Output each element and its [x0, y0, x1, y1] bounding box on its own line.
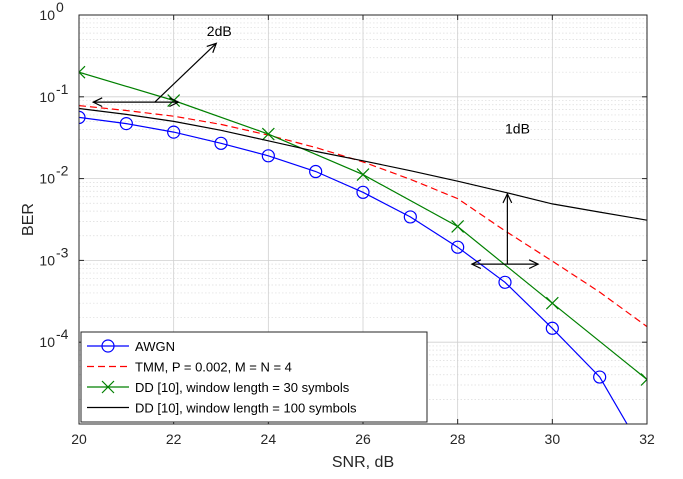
x-tick-label: 30: [545, 431, 561, 447]
x-axis-title: SNR, dB: [332, 454, 394, 471]
series-1-marker: [451, 240, 465, 254]
series-1-marker: [356, 185, 370, 199]
annotation-layer: 2dB 1dB: [91, 23, 540, 270]
y-tick-label: 10: [39, 252, 55, 268]
x-tick-label: 24: [261, 431, 277, 447]
series-1-marker: [545, 321, 559, 335]
series-1-marker: [214, 136, 228, 150]
arrow-head: [502, 192, 513, 204]
legend-label: TMM, P = 0.002, M = N = 4: [135, 360, 292, 375]
legend-label: DD [10], window length = 30 symbols: [135, 380, 350, 395]
arrow-head: [470, 259, 482, 270]
arrow-head: [91, 97, 103, 108]
y-tick-exponent: -4: [56, 326, 69, 342]
y-tick-exponent: -2: [56, 163, 69, 179]
series-line-2: [79, 105, 647, 328]
legend-marker: [101, 339, 115, 353]
series-1-marker: [498, 275, 512, 289]
y-tick-label: 10: [39, 334, 55, 350]
legend-label: AWGN: [135, 339, 175, 354]
series-1-marker: [309, 164, 323, 179]
legend-box: [80, 331, 428, 423]
x-tick-label: 28: [450, 431, 466, 447]
series-3-marker: [356, 168, 370, 181]
arrow-head: [169, 97, 180, 108]
y-tick-exponent: -1: [56, 81, 69, 97]
series-1-marker: [79, 110, 86, 124]
series-1-marker: [403, 210, 417, 224]
x-tick-label: 22: [166, 431, 182, 447]
annotation-arrow: [154, 42, 217, 103]
series-3-marker: [451, 220, 465, 233]
annotation-1dB: 1dB: [470, 121, 540, 270]
annotation-2dB: 2dB: [91, 23, 232, 108]
series-3-marker: [545, 296, 559, 310]
series-1-marker: [119, 117, 133, 131]
legend: AWGN TMM, P = 0.002, M = N = 4 DD [10], wi…: [80, 331, 428, 423]
annotation-label: 1dB: [505, 121, 530, 137]
y-tick-exponent: 0: [56, 0, 64, 15]
series-line-4: [79, 107, 647, 221]
series-1-marker: [261, 149, 275, 163]
x-tick-label: 32: [639, 431, 655, 447]
series-3-marker: [261, 127, 275, 141]
y-tick-label: 10: [39, 171, 55, 187]
x-tick-label: 26: [355, 431, 371, 447]
series-line-1: [79, 116, 628, 424]
y-axis-title: BER: [20, 203, 37, 236]
y-tick-label: 10: [39, 7, 55, 23]
annotation-label: 2dB: [207, 23, 232, 39]
legend-label: DD [10], window length = 100 symbols: [135, 401, 357, 416]
series-3-marker: [167, 94, 181, 107]
y-tick-exponent: -3: [56, 244, 69, 260]
arrow-head: [206, 42, 218, 53]
arrow-head: [528, 259, 540, 270]
y-tick-label: 10: [39, 89, 55, 105]
series-1-marker: [593, 370, 607, 384]
series-3-marker: [640, 373, 647, 386]
series-1-marker: [167, 125, 181, 139]
legend-marker: [101, 380, 115, 394]
series-3-marker: [79, 65, 86, 79]
x-tick-label: 20: [71, 431, 87, 447]
